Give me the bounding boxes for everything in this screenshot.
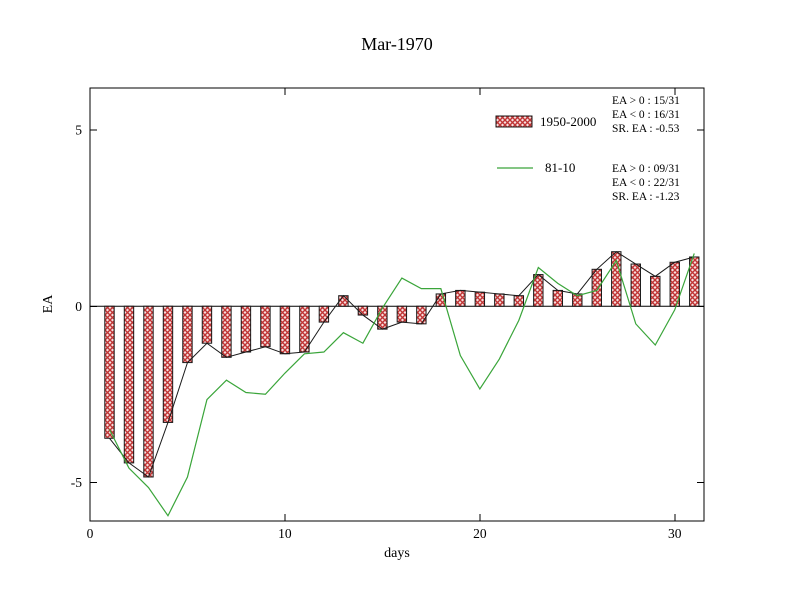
bar xyxy=(494,293,505,307)
bar xyxy=(416,305,427,325)
legend-label-bars: 1950-2000 xyxy=(540,114,596,129)
bar xyxy=(201,305,213,344)
y-tick-label: -5 xyxy=(71,475,82,490)
bar xyxy=(279,305,291,355)
bar-top-line xyxy=(109,251,695,478)
bar xyxy=(162,305,174,423)
legend-key-bars xyxy=(495,115,533,128)
plot-frame xyxy=(89,87,705,522)
bar xyxy=(630,263,641,307)
bar xyxy=(299,305,310,353)
stats-bars-line1: EA > 0 : 15/31 xyxy=(612,95,680,107)
bar xyxy=(533,274,544,307)
bar xyxy=(513,295,525,307)
bar xyxy=(318,305,330,323)
bar xyxy=(396,305,408,323)
x-tick-label: 20 xyxy=(473,526,487,541)
y-tick-label: 0 xyxy=(75,299,82,314)
bar xyxy=(455,289,466,307)
stats-block-bars: EA > 0 : 15/31 EA < 0 : 16/31 SR. EA : -… xyxy=(612,95,680,135)
bar xyxy=(221,305,232,358)
x-tick-label: 0 xyxy=(87,526,94,541)
bar xyxy=(182,305,193,364)
stats-bars-line2: EA < 0 : 16/31 xyxy=(612,109,680,121)
legend: 1950-2000 81-10 xyxy=(495,114,596,175)
stats-bars-line3: SR. EA : -0.53 xyxy=(612,123,680,135)
line-series-group xyxy=(108,253,695,517)
x-tick-label: 10 xyxy=(278,526,292,541)
bar xyxy=(240,305,252,353)
stats-line-line1: EA > 0 : 09/31 xyxy=(612,163,680,175)
x-axis-label: days xyxy=(384,546,410,561)
bar xyxy=(104,305,115,439)
bar xyxy=(474,291,486,307)
bar xyxy=(123,305,135,464)
bar xyxy=(260,305,271,348)
bar xyxy=(357,305,369,316)
bar xyxy=(143,305,154,478)
y-tick-label: 5 xyxy=(75,123,82,138)
stats-block-line: EA > 0 : 09/31 EA < 0 : 22/31 SR. EA : -… xyxy=(612,163,680,203)
bar xyxy=(591,268,602,307)
x-tick-label: 30 xyxy=(668,526,682,541)
y-axis-label: EA xyxy=(41,294,56,314)
bar xyxy=(650,275,661,307)
bar xyxy=(377,305,388,330)
legend-label-line: 81-10 xyxy=(545,160,575,175)
chart-title: Mar-1970 xyxy=(361,34,433,54)
line-series xyxy=(108,253,695,517)
stats-line-line3: SR. EA : -1.23 xyxy=(612,191,680,203)
bar xyxy=(552,289,564,307)
stats-line-line2: EA < 0 : 22/31 xyxy=(612,177,680,189)
bar-series xyxy=(104,251,700,478)
